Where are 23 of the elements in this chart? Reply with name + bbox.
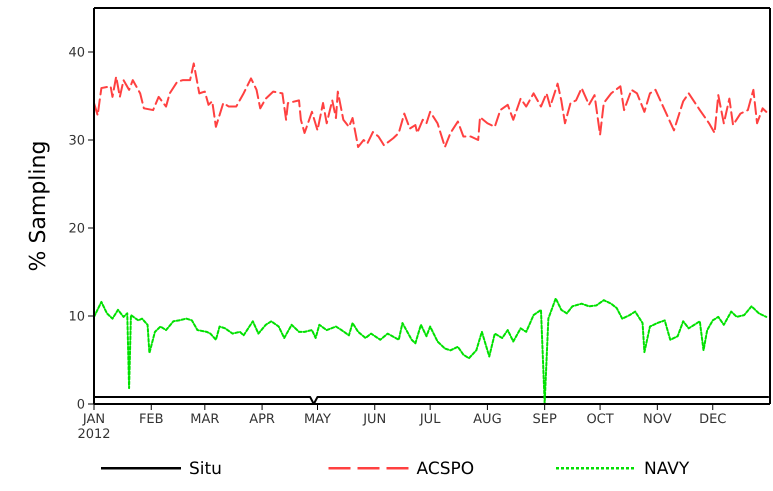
x-tick-label: OCT <box>586 412 614 427</box>
x-tick-label: MAR <box>190 412 220 427</box>
legend-label: Situ <box>189 459 222 479</box>
y-tick-label: 20 <box>68 222 85 237</box>
x-tick-label: JAN 2012 <box>77 412 111 442</box>
line-series <box>93 62 768 148</box>
y-tick-label: 30 <box>68 134 85 149</box>
y-tick-label: 0 <box>76 398 85 413</box>
x-tick-label: MAY <box>304 412 332 427</box>
x-tick-label: FEB <box>138 412 164 427</box>
x-tick-label: JUL <box>418 412 442 427</box>
legend-label: ACSPO <box>416 459 474 479</box>
y-tick-label: 40 <box>68 46 85 61</box>
legend-label: NAVY <box>644 459 690 479</box>
x-tick-label: AUG <box>473 412 502 427</box>
y-tick-label: 10 <box>68 310 85 325</box>
x-tick-label: APR <box>249 412 275 427</box>
x-tick-label: NOV <box>643 412 672 427</box>
x-tick-label: DEC <box>699 412 726 427</box>
y-axis-title: % Sampling <box>26 140 51 272</box>
x-tick-label: JUN <box>362 412 386 427</box>
x-tick-label: SEP <box>532 412 557 427</box>
line-series <box>93 297 768 404</box>
